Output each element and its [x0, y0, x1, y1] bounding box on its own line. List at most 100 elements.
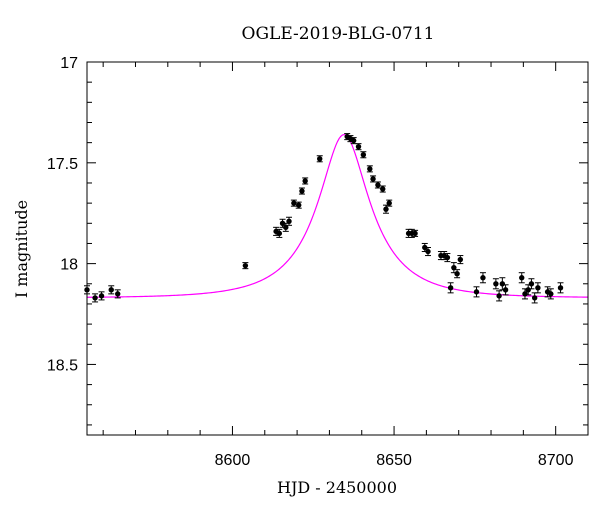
data-points-group [84, 133, 564, 304]
data-point [360, 151, 367, 159]
data-marker [286, 218, 292, 224]
data-point [479, 272, 486, 284]
data-point [386, 199, 393, 207]
data-marker [457, 256, 464, 263]
data-point [473, 286, 480, 298]
data-marker [499, 281, 506, 287]
data-point [534, 282, 541, 294]
data-marker [451, 264, 457, 271]
data-marker [350, 137, 357, 144]
data-point [276, 228, 283, 238]
data-marker [355, 143, 362, 150]
data-marker [302, 178, 308, 184]
data-marker [360, 152, 367, 158]
data-marker [447, 285, 454, 291]
data-point [282, 222, 289, 232]
data-marker [480, 275, 486, 281]
data-point [447, 282, 454, 294]
data-marker [108, 287, 114, 293]
data-point [425, 246, 432, 257]
data-point [496, 290, 503, 302]
data-marker [242, 262, 249, 269]
y-tick-label: 17 [60, 55, 78, 72]
data-point [290, 199, 297, 207]
data-marker [375, 182, 381, 188]
data-point [450, 262, 457, 274]
data-point [382, 204, 389, 214]
data-marker [115, 291, 121, 297]
data-marker [502, 287, 509, 293]
y-tick-label: 18.5 [47, 357, 78, 374]
data-point [502, 284, 509, 296]
data-marker [444, 254, 451, 261]
data-point [454, 269, 461, 279]
y-tick-label: 18 [60, 257, 78, 274]
data-point [531, 292, 538, 304]
data-point [98, 291, 105, 301]
data-marker [525, 287, 531, 293]
data-marker [519, 275, 525, 281]
data-point [242, 262, 249, 270]
data-point [547, 288, 554, 300]
data-marker [98, 293, 105, 299]
data-point [370, 175, 377, 183]
data-marker [528, 281, 535, 287]
data-point [366, 165, 373, 173]
x-tick-label: 8700 [538, 452, 574, 469]
model-curve-group [86, 133, 589, 298]
y-tick-label: 17.5 [47, 156, 78, 173]
data-point [457, 255, 464, 265]
data-point [492, 278, 499, 290]
plot-frame [86, 61, 589, 436]
y-axis-label: I magnitude [12, 200, 31, 298]
data-marker [383, 206, 389, 212]
data-point [286, 216, 293, 226]
data-point [557, 282, 564, 294]
data-marker [425, 248, 431, 255]
data-marker [380, 186, 386, 192]
data-marker [276, 230, 283, 237]
data-marker [296, 202, 302, 208]
data-point [92, 293, 99, 303]
data-point [379, 185, 386, 193]
data-marker [299, 188, 305, 194]
data-marker [493, 281, 499, 287]
data-point [374, 181, 381, 189]
data-marker [531, 295, 538, 301]
data-point [444, 253, 451, 263]
data-marker [412, 230, 418, 237]
x-tick-label: 8650 [376, 452, 412, 469]
data-marker [454, 271, 460, 277]
data-marker [92, 295, 98, 301]
data-point [521, 288, 528, 300]
data-point [114, 289, 121, 299]
x-tick-label: 8600 [215, 452, 251, 469]
data-marker [279, 220, 286, 226]
data-point [518, 272, 525, 284]
data-marker [291, 200, 297, 206]
data-marker [386, 200, 392, 206]
x-axis-label: HJD - 2450000 [277, 478, 397, 497]
chart-title: OGLE-2019-BLG-0711 [242, 24, 435, 44]
data-marker [557, 285, 564, 291]
data-point [316, 155, 323, 163]
data-point [412, 229, 419, 237]
data-marker [370, 176, 376, 182]
data-point [302, 177, 309, 185]
data-marker [283, 224, 289, 231]
data-marker [317, 156, 323, 162]
data-marker [367, 166, 373, 172]
data-point [298, 187, 305, 195]
data-marker [422, 244, 428, 251]
axis-ticks: 8600 8650 8700 17 17.5 18 18.5 [47, 55, 589, 469]
data-point [295, 201, 302, 209]
model-curve [86, 133, 589, 298]
data-point [355, 143, 362, 151]
data-marker [473, 289, 480, 295]
data-point [528, 278, 535, 290]
data-marker [535, 285, 541, 291]
data-marker [496, 293, 502, 299]
data-marker [548, 291, 554, 297]
data-point [108, 285, 115, 295]
